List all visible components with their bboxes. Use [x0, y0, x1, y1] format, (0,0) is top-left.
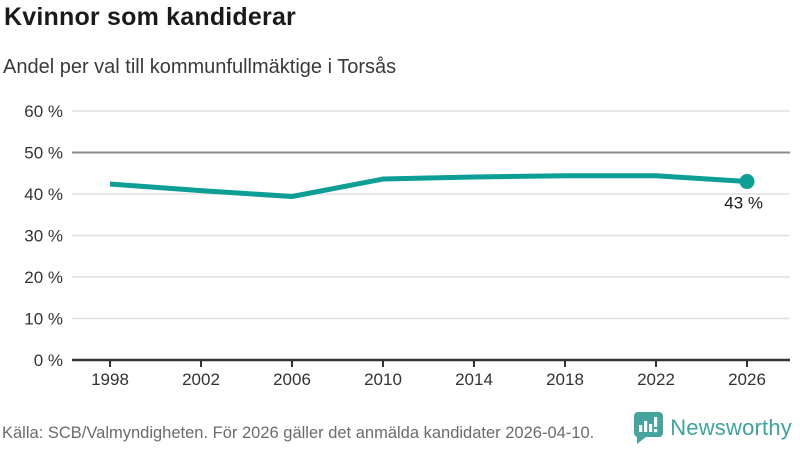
svg-text:2022: 2022 — [637, 370, 675, 389]
chart-subtitle: Andel per val till kommunfullmäktige i T… — [3, 56, 397, 78]
bar-chart-speech-bubble-icon — [634, 412, 664, 444]
svg-text:2014: 2014 — [455, 370, 493, 389]
svg-text:50 %: 50 % — [24, 144, 63, 163]
chart-title: Kvinnor som kandiderar — [4, 3, 296, 31]
svg-text:43 %: 43 % — [724, 194, 763, 213]
source-note: Källa: SCB/Valmyndigheten. För 2026 gäll… — [2, 424, 595, 442]
chart-footer: Källa: SCB/Valmyndigheten. För 2026 gäll… — [0, 408, 800, 450]
newsworthy-logo: Newsworthy — [633, 411, 792, 445]
svg-text:40 %: 40 % — [24, 185, 63, 204]
svg-text:30 %: 30 % — [24, 227, 63, 246]
newsworthy-wordmark: Newsworthy — [670, 415, 792, 440]
svg-text:2002: 2002 — [182, 370, 220, 389]
svg-text:0 %: 0 % — [34, 351, 63, 370]
svg-text:1998: 1998 — [91, 370, 129, 389]
svg-text:10 %: 10 % — [24, 310, 63, 329]
svg-text:20 %: 20 % — [24, 268, 63, 287]
svg-text:2010: 2010 — [364, 370, 402, 389]
svg-text:2018: 2018 — [546, 370, 584, 389]
svg-text:60 %: 60 % — [24, 102, 63, 121]
svg-text:2026: 2026 — [728, 370, 766, 389]
svg-text:2006: 2006 — [273, 370, 311, 389]
